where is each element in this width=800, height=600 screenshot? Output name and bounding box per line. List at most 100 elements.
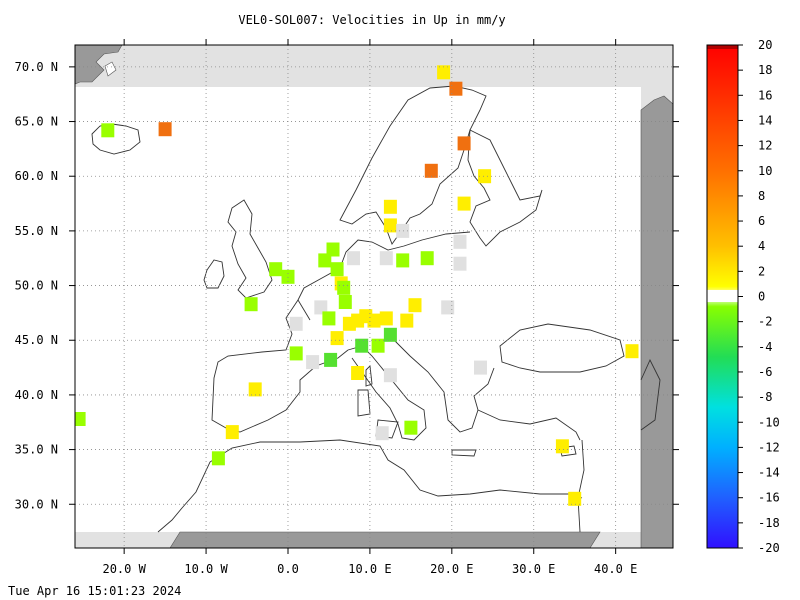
velocity-cell: [383, 368, 397, 383]
velocity-cell: [453, 234, 467, 249]
colorbar-tick-label: 16: [758, 88, 772, 102]
velocity-cell: [437, 65, 451, 80]
velocity-cell: [379, 311, 393, 326]
lat-tick-label: 30.0 N: [15, 497, 58, 511]
velocity-cell: [225, 425, 239, 440]
velocity-cell: [248, 382, 262, 397]
velocity-cell: [625, 344, 639, 359]
velocity-cell: [289, 346, 303, 361]
velocity-cell: [330, 331, 344, 346]
colorbar-tick-label: -20: [758, 541, 780, 555]
map-background: [75, 45, 673, 548]
lat-tick-label: 70.0 N: [15, 60, 58, 74]
colorbar-tick-label: 14: [758, 113, 772, 127]
colorbar-tick-label: 6: [758, 214, 765, 228]
colorbar-tick-label: -18: [758, 516, 780, 530]
colorbar-tick-label: -2: [758, 315, 772, 329]
velocity-cell: [326, 242, 340, 257]
velocity-cell: [478, 169, 492, 184]
velocity-cell: [75, 412, 86, 426]
velocity-cell: [383, 218, 397, 233]
velocity-cell: [158, 122, 172, 137]
velocity-cell: [396, 253, 410, 268]
velocity-cell: [420, 251, 434, 266]
colorbar-tick-label: 2: [758, 264, 765, 278]
lat-tick-label: 35.0 N: [15, 443, 58, 457]
velocity-cell: [367, 313, 381, 328]
lat-tick-label: 65.0 N: [15, 115, 58, 129]
colorbar-tick-label: -14: [758, 466, 780, 480]
colorbar-overflow-cap: [707, 45, 738, 49]
lon-tick-label: 0.0: [277, 562, 299, 576]
velocity-cell: [441, 300, 455, 315]
colorbar-tick-label: -10: [758, 415, 780, 429]
velocity-cell: [101, 123, 115, 138]
velocity-cell: [306, 355, 320, 370]
velocity-cell: [244, 297, 258, 312]
colorbar-tick-label: -12: [758, 440, 780, 454]
velocity-cell: [281, 269, 295, 284]
velocity-cell: [404, 420, 418, 435]
lon-tick-label: 10.0 W: [184, 562, 228, 576]
map-frame: [74, 44, 674, 549]
colorbar-tick-label: 0: [758, 290, 765, 304]
colorbar-ticks: 20181614121086420-2-4-6-8-10-12-14-16-18…: [738, 38, 780, 555]
velocity-cell: [318, 253, 332, 268]
lon-tick-label: 10.0 E: [348, 562, 391, 576]
colorbar-tick-label: 18: [758, 63, 772, 77]
land-masked: [75, 45, 673, 548]
velocity-cell: [355, 338, 369, 353]
colorbar-tick-label: 8: [758, 189, 765, 203]
velocity-cell: [337, 280, 351, 295]
velocity-cell: [555, 439, 569, 454]
velocity-cell: [474, 360, 487, 375]
no-data-region-north: [75, 45, 673, 87]
velocity-cell: [347, 251, 360, 266]
velocity-cell: [269, 262, 283, 277]
velocity-cell: [457, 136, 471, 151]
colorbar-zero-band: [707, 290, 738, 302]
velocity-cell: [424, 163, 438, 178]
velocity-cell: [383, 199, 397, 214]
velocity-cell: [351, 366, 365, 380]
velocity-cell: [338, 295, 352, 309]
velocity-cell: [211, 451, 225, 466]
colorbar-tick-label: -4: [758, 340, 772, 354]
map-axes: 20.0 W 10.0 W 0.0 10.0 E 20.0 E 30.0 E 40.0 E 3…: [15, 39, 679, 576]
lat-tick-label: 50.0 N: [15, 279, 58, 293]
lat-tick-label: 55.0 N: [15, 224, 58, 238]
velocity-cell: [375, 426, 389, 441]
colorbar-tick-label: 10: [758, 164, 772, 178]
velocity-cells: [75, 65, 639, 506]
lat-tick-label: 45.0 N: [15, 333, 58, 347]
velocity-cell: [568, 491, 582, 506]
velocity-cell: [371, 338, 385, 353]
colorbar-tick-label: 20: [758, 38, 772, 52]
lon-tick-label: 40.0 E: [594, 562, 637, 576]
colorbar-tick-label: -6: [758, 365, 772, 379]
velocity-cell: [330, 262, 344, 277]
colorbar-tick-label: 12: [758, 139, 772, 153]
velocity-cell: [408, 298, 422, 313]
velocity-cell: [324, 352, 338, 367]
velocity-cell: [314, 300, 328, 315]
lon-tick-label: 30.0 E: [512, 562, 555, 576]
velocity-cell: [383, 327, 397, 342]
lon-tick-label: 20.0 W: [102, 562, 146, 576]
lat-tick-label: 40.0 N: [15, 388, 58, 402]
lat-tick-label: 60.0 N: [15, 169, 58, 183]
velocity-cell: [322, 311, 336, 326]
velocity-cell: [379, 251, 393, 266]
colorbar-tick-label: -8: [758, 390, 772, 404]
velocity-cell: [400, 313, 414, 328]
velocity-cell: [449, 81, 463, 96]
velocity-cell: [289, 316, 303, 331]
timestamp-footer: Tue Apr 16 15:01:23 2024: [8, 584, 182, 598]
colorbar-tick-label: -16: [758, 491, 780, 505]
lon-tick-label: 20.0 E: [430, 562, 473, 576]
map-title: VEL0-SOL007: Velocities in Up in mm/y: [238, 13, 506, 27]
velocity-cell: [396, 223, 410, 238]
colorbar-tick-label: 4: [758, 239, 765, 253]
velocity-cell: [453, 256, 467, 271]
